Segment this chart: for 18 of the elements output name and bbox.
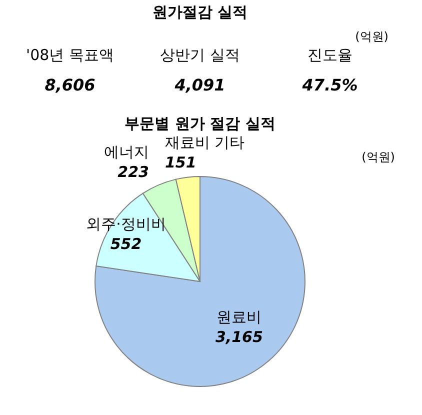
data-label: 3,165 xyxy=(215,328,263,346)
text: 47.5% xyxy=(301,76,358,95)
data-label: 151 xyxy=(164,153,196,172)
text: '08년 목표액 xyxy=(26,46,114,64)
slice-label: 원료비 xyxy=(216,308,262,326)
text: (억원) xyxy=(362,150,395,164)
slice-label: 에너지 xyxy=(104,142,149,161)
data-label: 552 xyxy=(110,234,142,253)
chart-title: 부문별 원가 절감 실적 xyxy=(124,114,276,132)
text: 진도율 xyxy=(308,46,352,64)
text: 8,606 xyxy=(44,76,96,95)
data-label: 223 xyxy=(118,162,149,181)
text: 상반기 실적 xyxy=(160,46,240,64)
text: 4,091 xyxy=(174,76,226,95)
text: (억원) xyxy=(355,29,388,44)
slice-label: 재료비 기타 xyxy=(164,133,245,152)
text: 원가절감 실적 xyxy=(152,3,248,21)
slice-label: 외주·정비비 xyxy=(86,214,166,233)
